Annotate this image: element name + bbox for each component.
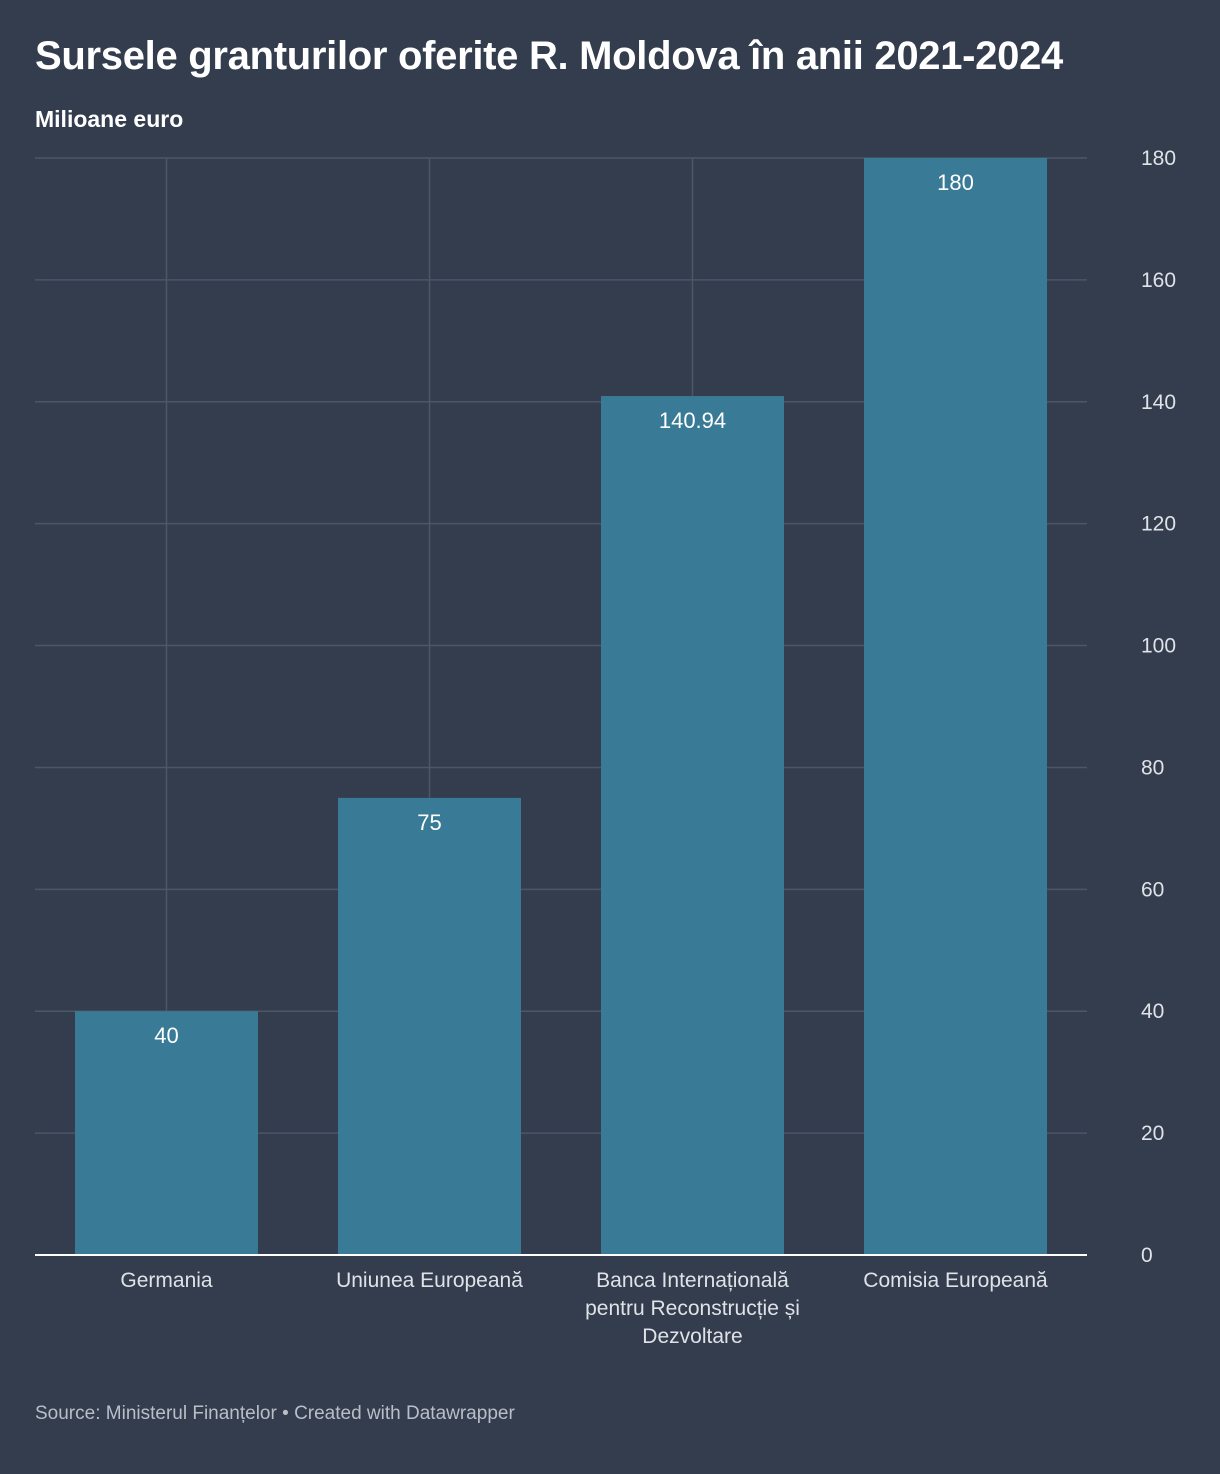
y-tick-label: 100 bbox=[1141, 635, 1176, 658]
credit-link[interactable]: Created with Datawrapper bbox=[294, 1403, 515, 1424]
y-tick-label: 180 bbox=[1141, 147, 1176, 170]
chart-title: Sursele granturilor oferite R. Moldova î… bbox=[35, 34, 1063, 78]
bar bbox=[338, 797, 521, 1255]
y-tick-label: 160 bbox=[1141, 269, 1176, 292]
chart-footer: Source: Ministerul Finanțelor • Created … bbox=[35, 1403, 515, 1425]
y-tick-label: 40 bbox=[1141, 1000, 1164, 1023]
bar bbox=[864, 158, 1047, 1255]
bar bbox=[601, 396, 784, 1255]
y-tick-label: 120 bbox=[1141, 513, 1176, 536]
y-tick-label: 80 bbox=[1141, 756, 1164, 779]
bar-value-label: 40 bbox=[154, 1023, 178, 1048]
bar bbox=[75, 1011, 258, 1255]
x-tick-label: Dezvoltare bbox=[642, 1325, 742, 1348]
chart-subtitle: Milioane euro bbox=[35, 106, 184, 132]
bar-chart: 0 20 40 60 80 100 120 140 160 180 40 Germania 75 Uniu… bbox=[35, 147, 1176, 1348]
bar-value-label: 180 bbox=[937, 170, 974, 195]
y-tick-label: 0 bbox=[1141, 1244, 1153, 1267]
x-tick-label: Uniunea Europeană bbox=[336, 1269, 523, 1292]
bar-value-label: 75 bbox=[417, 810, 441, 835]
x-tick-label: Banca Internațională bbox=[596, 1269, 789, 1292]
x-tick-label: Germania bbox=[120, 1269, 213, 1292]
x-tick-label: pentru Reconstrucție și bbox=[585, 1297, 800, 1320]
y-tick-label: 140 bbox=[1141, 391, 1176, 414]
source-name[interactable]: Ministerul Finanțelor bbox=[105, 1403, 277, 1424]
y-tick-label: 20 bbox=[1141, 1122, 1164, 1145]
source-label: Source: bbox=[35, 1403, 101, 1424]
x-tick-label: Comisia Europeană bbox=[863, 1269, 1048, 1292]
footer-separator: • bbox=[282, 1403, 289, 1424]
bar-value-label: 140.94 bbox=[659, 408, 726, 433]
y-tick-label: 60 bbox=[1141, 878, 1164, 901]
